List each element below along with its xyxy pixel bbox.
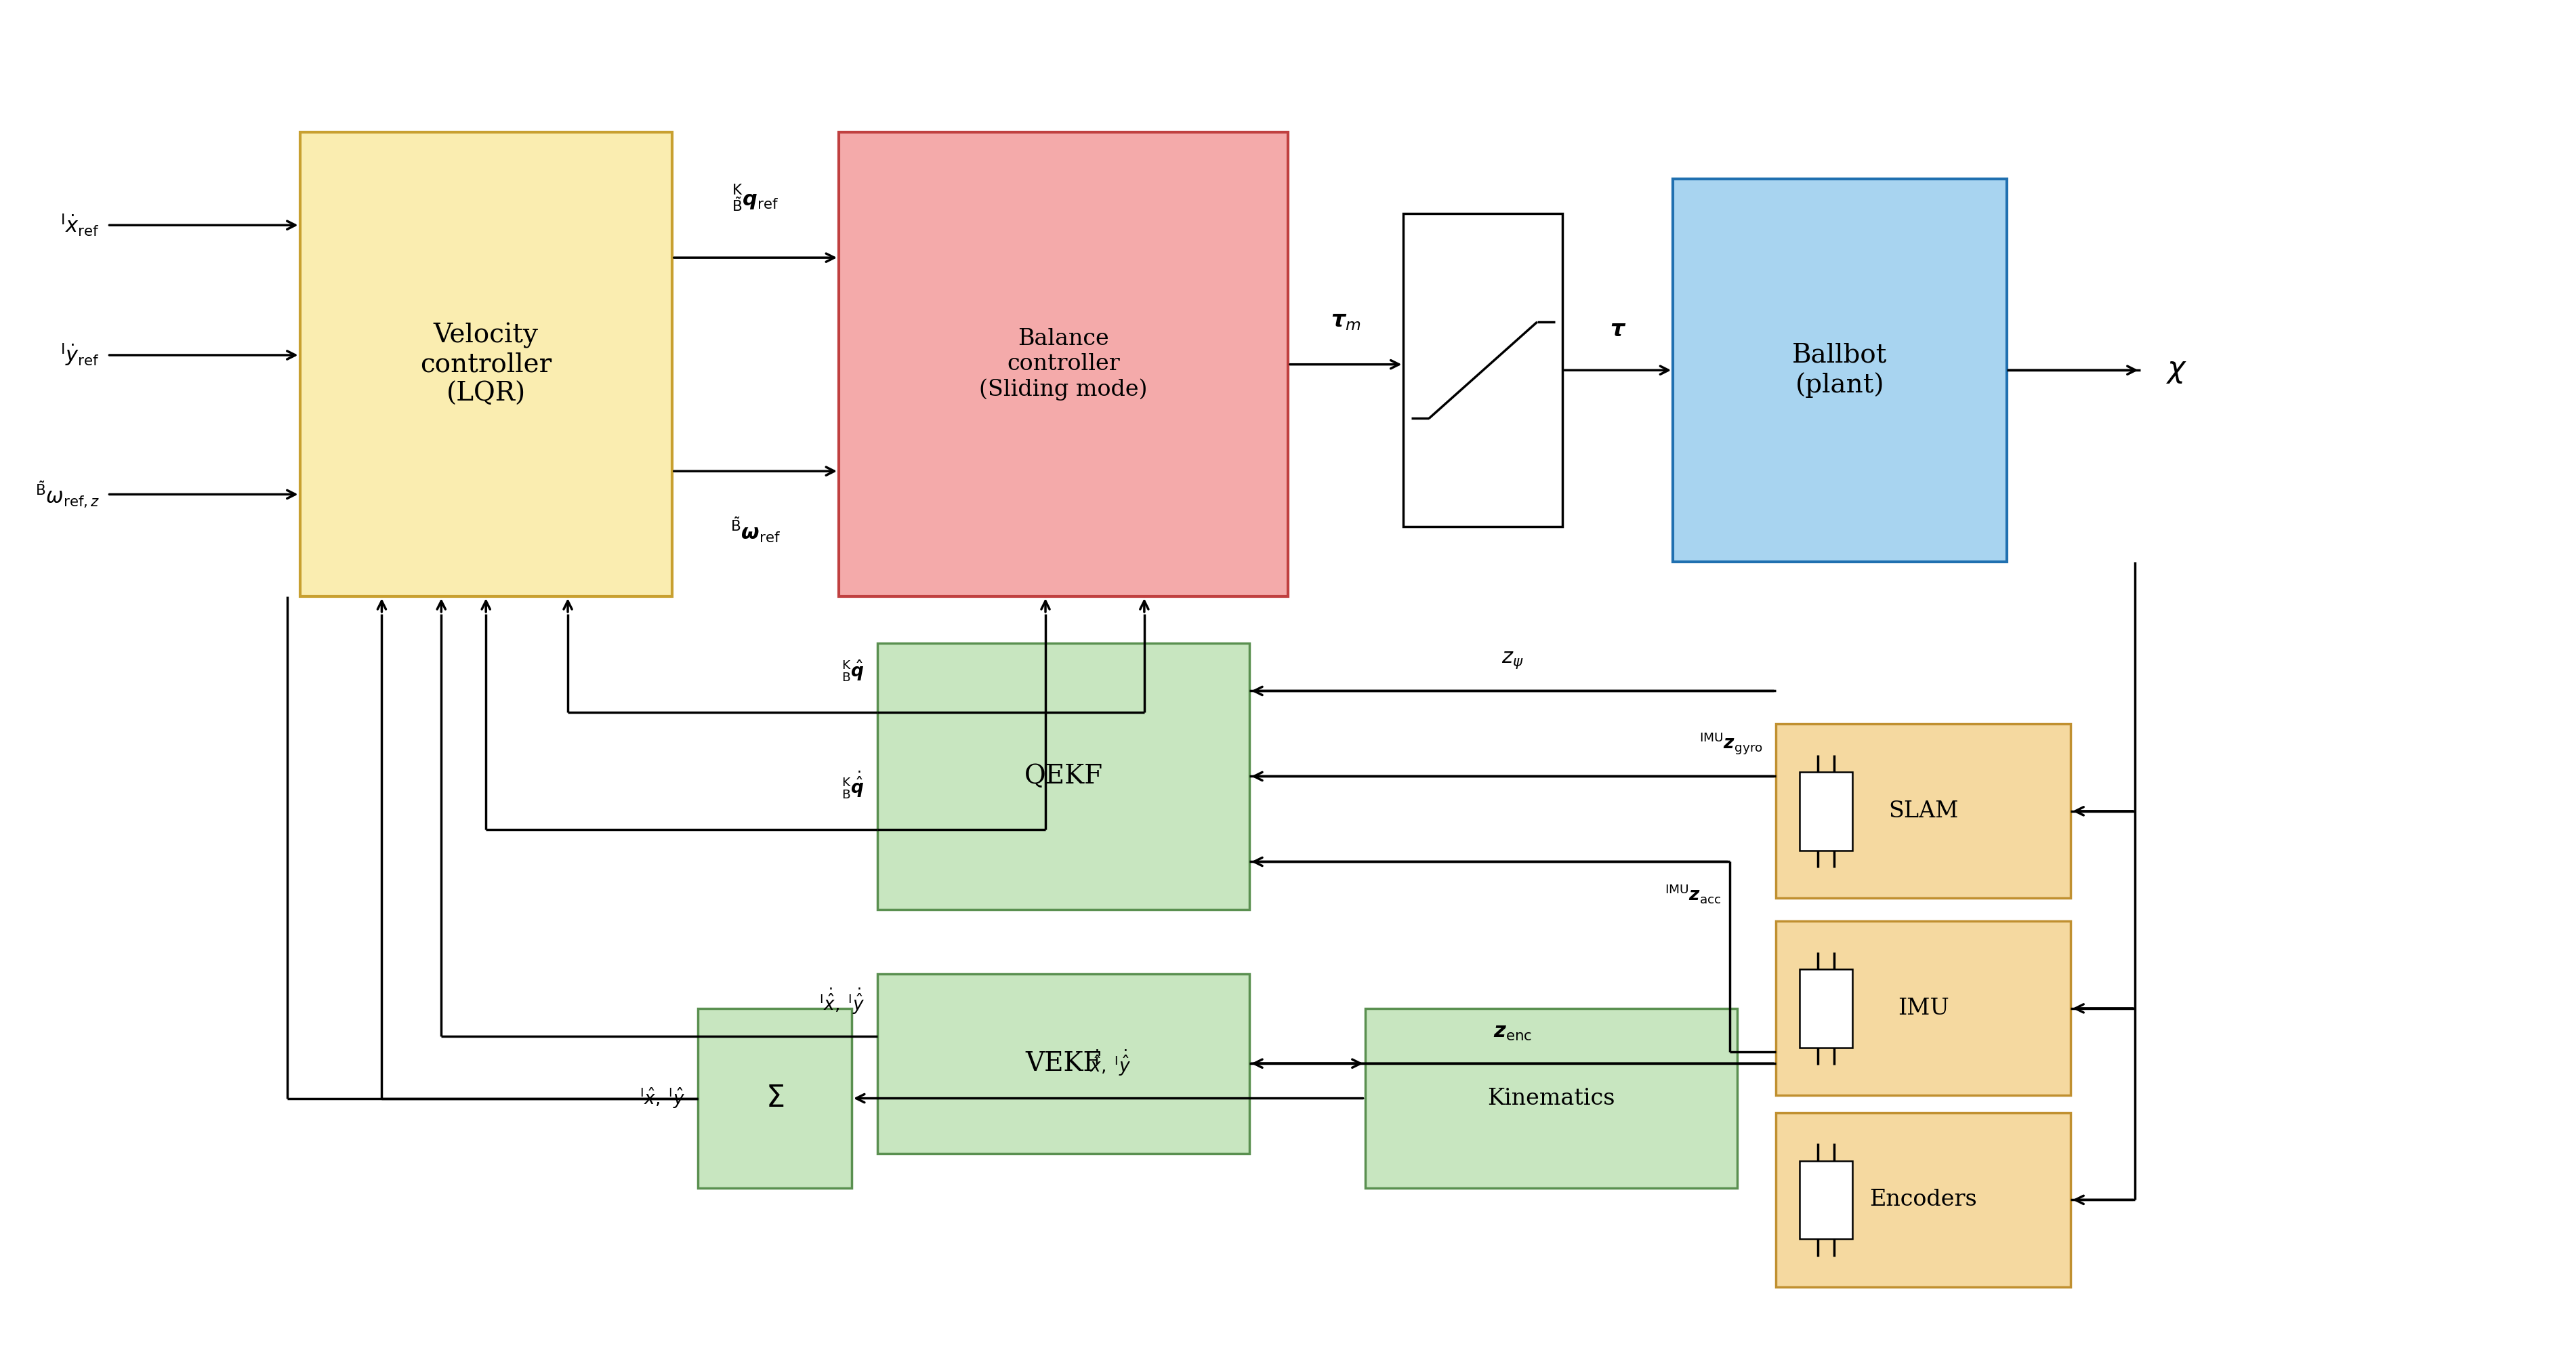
Text: Kinematics: Kinematics — [1486, 1088, 1615, 1109]
Text: Ballbot
(plant): Ballbot (plant) — [1793, 343, 1888, 398]
Text: ${}^{\tilde{\mathrm{B}}}\boldsymbol{\omega}_{\mathrm{ref}}$: ${}^{\tilde{\mathrm{B}}}\boldsymbol{\ome… — [729, 515, 781, 544]
Text: SLAM: SLAM — [1888, 800, 1958, 822]
Bar — [840, 133, 1288, 596]
Text: $\boldsymbol{\tau}_m$: $\boldsymbol{\tau}_m$ — [1332, 310, 1360, 332]
Bar — [1404, 213, 1564, 526]
Text: Velocity
controller
(LQR): Velocity controller (LQR) — [420, 323, 551, 406]
Text: ${}^{\mathrm{K}}_{\mathrm{B}}\dot{\hat{\boldsymbol{q}}}$: ${}^{\mathrm{K}}_{\mathrm{B}}\dot{\hat{\… — [842, 770, 866, 801]
Bar — [878, 642, 1249, 910]
Bar — [1775, 921, 2071, 1095]
Bar — [698, 1009, 853, 1188]
Text: $\chi$: $\chi$ — [2166, 355, 2187, 385]
Text: ${}^{\mathrm{I}}\dot{x}_{\mathrm{ref}}$: ${}^{\mathrm{I}}\dot{x}_{\mathrm{ref}}$ — [62, 212, 100, 238]
Text: ${}^{\mathrm{I}}\dot{\hat{x}},\;{}^{\mathrm{I}}\dot{\hat{y}}$: ${}^{\mathrm{I}}\dot{\hat{x}},\;{}^{\mat… — [819, 986, 866, 1016]
Text: ${}^{\mathrm{I}}\hat{x},\;{}^{\mathrm{I}}\hat{y}$: ${}^{\mathrm{I}}\hat{x},\;{}^{\mathrm{I}… — [639, 1087, 685, 1110]
Text: QEKF: QEKF — [1025, 764, 1103, 789]
Text: $z_\psi$: $z_\psi$ — [1502, 649, 1522, 670]
Bar — [299, 133, 672, 596]
Text: Balance
controller
(Sliding mode): Balance controller (Sliding mode) — [979, 328, 1146, 401]
Text: VEKF: VEKF — [1025, 1051, 1103, 1076]
Text: ${}^{\mathrm{IMU}}\boldsymbol{z}_{\mathrm{acc}}$: ${}^{\mathrm{IMU}}\boldsymbol{z}_{\mathr… — [1664, 883, 1721, 905]
Text: Encoders: Encoders — [1870, 1189, 1976, 1211]
Text: ${}^{\mathrm{IMU}}\boldsymbol{z}_{\mathrm{gyro}}$: ${}^{\mathrm{IMU}}\boldsymbol{z}_{\mathr… — [1700, 730, 1762, 756]
Text: $\boldsymbol{\tau}$: $\boldsymbol{\tau}$ — [1610, 320, 1625, 342]
Text: $\Sigma$: $\Sigma$ — [765, 1084, 783, 1113]
Text: ${}^{\tilde{\mathrm{B}}}\omega_{\mathrm{ref},z}$: ${}^{\tilde{\mathrm{B}}}\omega_{\mathrm{… — [36, 480, 100, 509]
Bar — [1798, 969, 1852, 1047]
Text: ${}^{\mathrm{K}}_{\mathrm{B}}\hat{\boldsymbol{q}}$: ${}^{\mathrm{K}}_{\mathrm{B}}\hat{\bolds… — [842, 659, 866, 684]
Bar — [1672, 179, 2007, 562]
Text: IMU: IMU — [1899, 998, 1950, 1020]
Bar — [878, 973, 1249, 1154]
Bar — [1775, 725, 2071, 898]
Text: ${}^{\mathrm{I}}\dot{\hat{x}},\;{}^{\mathrm{I}}\dot{\hat{y}}$: ${}^{\mathrm{I}}\dot{\hat{x}},\;{}^{\mat… — [1084, 1048, 1131, 1077]
Bar — [1798, 1161, 1852, 1239]
Text: ${}^{\mathrm{K}}_{\tilde{\mathrm{B}}}\boldsymbol{q}_{\mathrm{ref}}$: ${}^{\mathrm{K}}_{\tilde{\mathrm{B}}}\bo… — [732, 183, 778, 213]
Bar — [1775, 1113, 2071, 1286]
Text: ${}^{\mathrm{I}}\dot{y}_{\mathrm{ref}}$: ${}^{\mathrm{I}}\dot{y}_{\mathrm{ref}}$ — [62, 342, 100, 368]
Text: $\boldsymbol{z}_{\mathrm{enc}}$: $\boldsymbol{z}_{\mathrm{enc}}$ — [1494, 1021, 1533, 1043]
Bar — [1365, 1009, 1736, 1188]
Bar — [1798, 772, 1852, 850]
